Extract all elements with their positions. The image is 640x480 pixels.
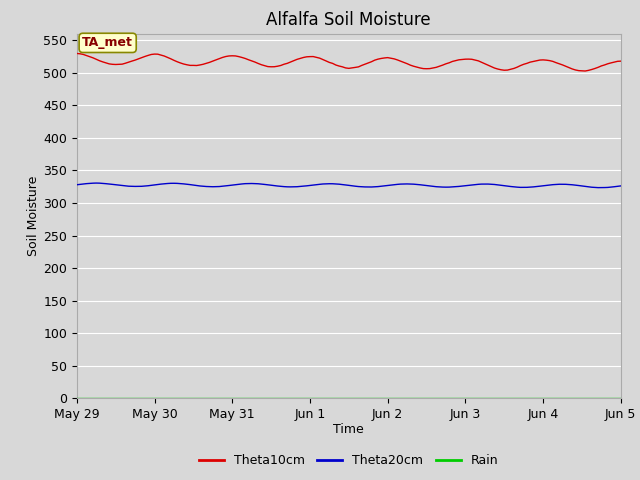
Title: Alfalfa Soil Moisture: Alfalfa Soil Moisture	[266, 11, 431, 29]
Legend: Theta10cm, Theta20cm, Rain: Theta10cm, Theta20cm, Rain	[194, 449, 504, 472]
Y-axis label: Soil Moisture: Soil Moisture	[28, 176, 40, 256]
Text: TA_met: TA_met	[82, 36, 133, 49]
X-axis label: Time: Time	[333, 422, 364, 435]
